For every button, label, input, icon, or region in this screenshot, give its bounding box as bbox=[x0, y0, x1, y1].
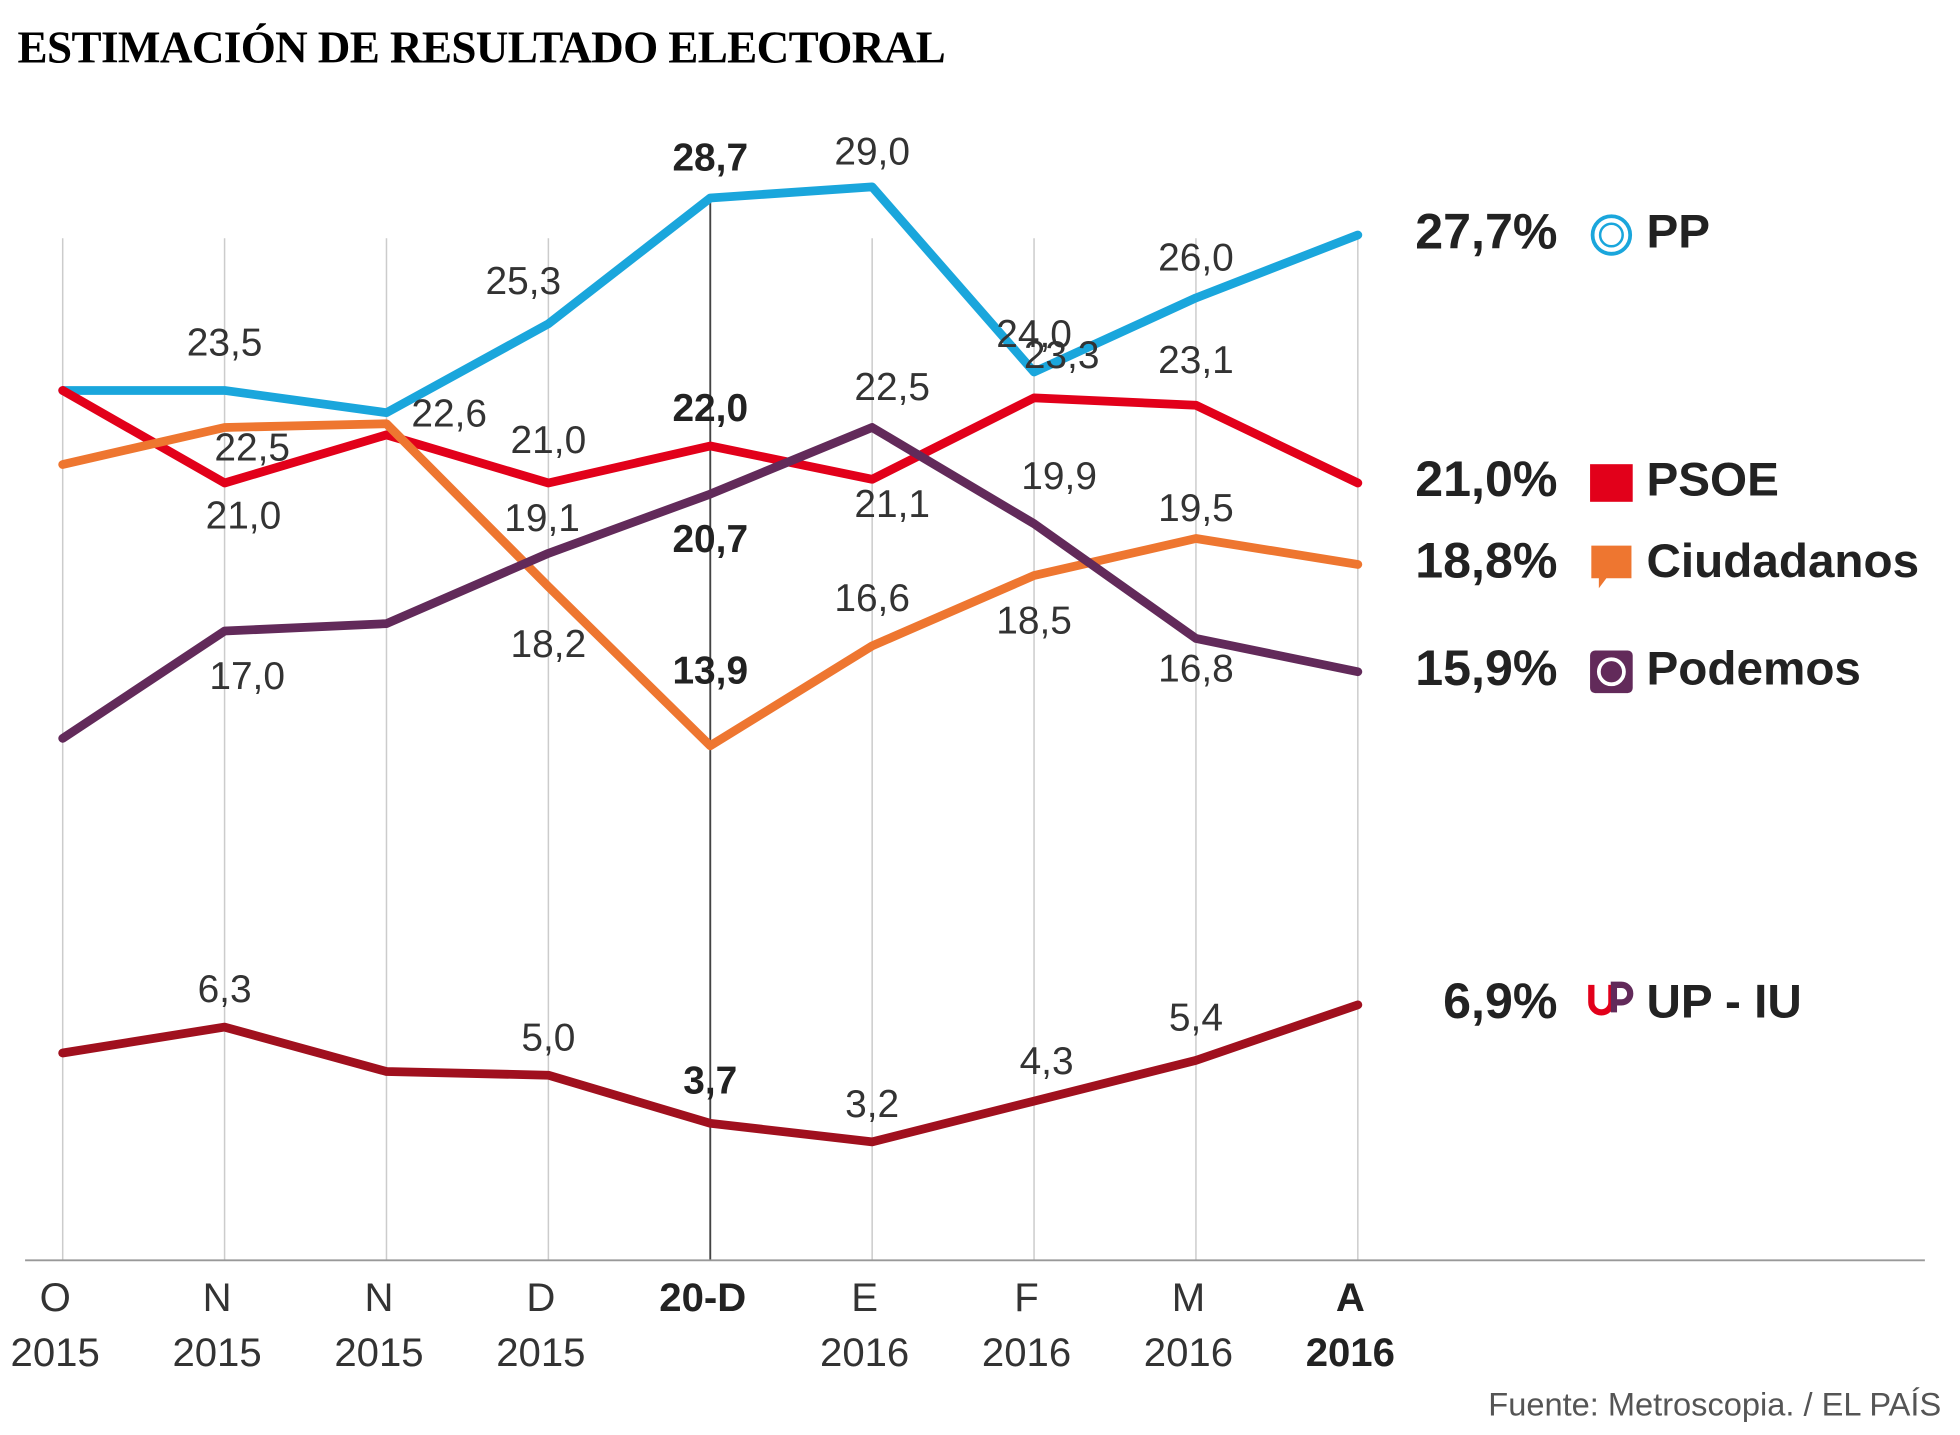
legend-entry: 6,9% UP - IU bbox=[1443, 973, 1802, 1029]
x-tick-year: 2015 bbox=[496, 1330, 585, 1375]
x-tick-label: E bbox=[851, 1275, 878, 1320]
data-label: 25,3 bbox=[485, 260, 561, 303]
data-label: 18,5 bbox=[996, 599, 1072, 642]
data-label: 3,2 bbox=[845, 1083, 899, 1126]
data-label: 23,1 bbox=[1158, 339, 1234, 382]
legend-icon bbox=[1591, 545, 1632, 589]
legend-entry: 18,8% Ciudadanos bbox=[1415, 533, 1919, 589]
data-label: 21,0 bbox=[511, 419, 587, 462]
legend-value: 15,9% bbox=[1415, 640, 1557, 696]
legend-value: 27,7% bbox=[1415, 203, 1557, 259]
data-label: 4,3 bbox=[1020, 1040, 1074, 1083]
x-tick-year: 2016 bbox=[1306, 1330, 1395, 1375]
legend-icon bbox=[1610, 981, 1634, 1013]
data-label: 21,1 bbox=[854, 483, 930, 526]
source: Fuente: Metroscopia. / EL PAÍS bbox=[1488, 1386, 1941, 1423]
legend-value: 21,0% bbox=[1415, 451, 1557, 507]
data-label: 16,8 bbox=[1158, 647, 1234, 690]
data-label: 29,0 bbox=[834, 131, 910, 174]
legend-label: UP - IU bbox=[1647, 975, 1802, 1028]
data-label: 17,0 bbox=[209, 655, 285, 698]
legend-entry: 15,9% Podemos bbox=[1415, 640, 1861, 696]
legend-icon bbox=[1590, 214, 1633, 256]
data-label: 13,9 bbox=[672, 649, 748, 692]
legend-label: Podemos bbox=[1647, 642, 1861, 695]
x-tick-year: 2016 bbox=[820, 1330, 909, 1375]
data-label: 6,3 bbox=[198, 968, 252, 1011]
x-tick-label: D bbox=[526, 1275, 555, 1320]
chart-body: ESTIMACIÓN DE RESULTADO ELECTORAL Fuente… bbox=[11, 23, 1942, 1423]
data-label: 22,6 bbox=[411, 393, 487, 436]
x-tick-label: 20-D bbox=[659, 1275, 746, 1320]
legend-label: PSOE bbox=[1647, 454, 1779, 507]
series-line bbox=[58, 419, 1363, 751]
legend-icon bbox=[1598, 222, 1624, 248]
x-tick-year: 2015 bbox=[334, 1330, 423, 1375]
data-label: 22,5 bbox=[854, 366, 930, 409]
data-label: 23,3 bbox=[1024, 334, 1100, 377]
legend-icon bbox=[1590, 650, 1633, 694]
x-tick-label: O bbox=[40, 1275, 71, 1320]
x-tick-label: N bbox=[203, 1275, 232, 1320]
legend-entry: 27,7% PP bbox=[1415, 203, 1710, 259]
series-line bbox=[58, 386, 1363, 488]
x-tick-label: A bbox=[1336, 1275, 1365, 1320]
data-label: 20,7 bbox=[672, 518, 748, 561]
series-line bbox=[58, 182, 1363, 418]
x-tick-year: 2015 bbox=[11, 1330, 100, 1375]
data-label: 22,0 bbox=[672, 387, 748, 430]
legend-label: Ciudadanos bbox=[1647, 535, 1920, 588]
data-label: 3,7 bbox=[683, 1059, 737, 1102]
data-label: 21,0 bbox=[206, 494, 282, 537]
data-label: 24,0 bbox=[996, 313, 1072, 356]
x-tick-year: 2016 bbox=[1144, 1330, 1233, 1375]
legend-label: PP bbox=[1647, 206, 1711, 259]
data-label: 16,6 bbox=[834, 577, 910, 620]
data-label: 28,7 bbox=[672, 137, 748, 180]
data-label: 5,4 bbox=[1169, 997, 1223, 1040]
legend-icon bbox=[1596, 657, 1626, 687]
data-label: 19,1 bbox=[504, 497, 580, 540]
series-line bbox=[58, 423, 1363, 743]
x-tick-year: 2015 bbox=[172, 1330, 261, 1375]
legend-value: 6,9% bbox=[1443, 973, 1557, 1029]
legend-icon bbox=[1590, 464, 1633, 502]
x-tick-label: N bbox=[364, 1275, 393, 1320]
data-label: 5,0 bbox=[521, 1016, 575, 1059]
data-label: 26,0 bbox=[1158, 237, 1234, 280]
series-line bbox=[58, 1000, 1363, 1147]
data-label: 22,5 bbox=[214, 426, 290, 469]
data-label: 19,9 bbox=[1021, 455, 1097, 498]
x-tick-label: F bbox=[1014, 1275, 1039, 1320]
legend-entry: 21,0% PSOE bbox=[1415, 451, 1779, 507]
legend-value: 18,8% bbox=[1415, 533, 1557, 589]
data-label: 23,5 bbox=[187, 322, 263, 365]
data-label: 18,2 bbox=[511, 623, 587, 666]
x-tick-label: M bbox=[1172, 1275, 1205, 1320]
data-label: 19,5 bbox=[1158, 487, 1234, 530]
x-tick-year: 2016 bbox=[982, 1330, 1071, 1375]
legend-icon bbox=[1588, 984, 1615, 1016]
chart-title: ESTIMACIÓN DE RESULTADO ELECTORAL bbox=[18, 23, 946, 73]
